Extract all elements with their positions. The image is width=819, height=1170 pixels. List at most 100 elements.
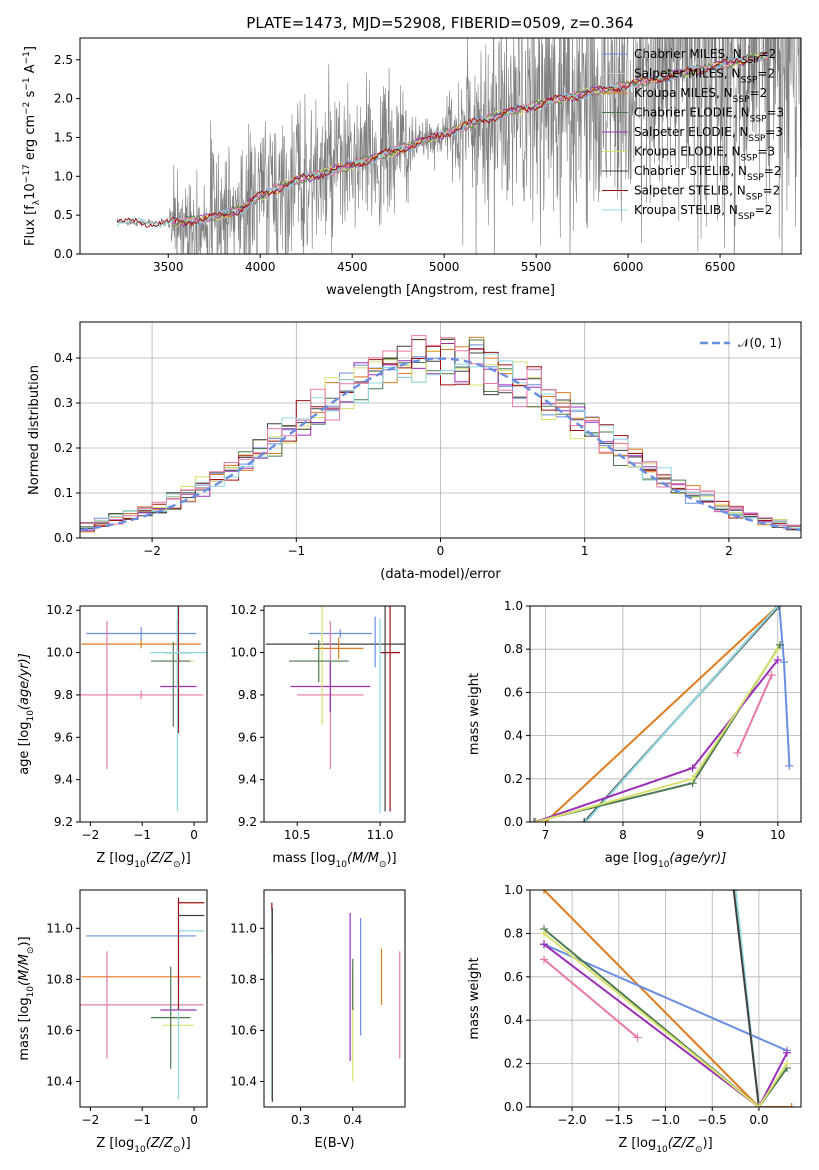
weight-point-marker [773, 656, 782, 664]
weight-point-marker [540, 955, 549, 964]
x-tick-label: 10.5 [284, 828, 311, 842]
weight-series-line [584, 606, 779, 822]
x-tick-label: 0 [190, 1113, 198, 1127]
weight-series-line [736, 674, 773, 754]
weight-lines-group [530, 606, 794, 822]
x-tick-label: 0.4 [343, 1113, 362, 1127]
y-tick-label: 0.0 [504, 815, 523, 829]
legend-entry-label: Salpeter STELIB, NSSP=2 [634, 184, 780, 203]
x-tick-label: 0.0 [749, 1113, 768, 1127]
weight-series-line [732, 890, 760, 1107]
errorbar-group [265, 606, 405, 814]
y-tick-label: 10.0 [230, 646, 257, 660]
weight-point-marker [733, 748, 742, 757]
y-tick-label: 0.4 [54, 351, 73, 365]
y-tick-label: 9.2 [238, 815, 257, 829]
x-tick-label: 0.3 [291, 1113, 310, 1127]
weight-series-line [544, 606, 779, 822]
axes-frame [529, 605, 802, 823]
weight-series-line [543, 890, 760, 1107]
legend-entry-label: Chabrier MILES, NSSP=2 [634, 47, 776, 66]
weight-point-marker [540, 940, 549, 949]
y-tick-label: 0.1 [54, 486, 73, 500]
errorbar-group [80, 606, 207, 812]
legend-entry-label: Chabrier STELIB, NSSP=2 [634, 164, 782, 183]
x-tick-label: 0 [437, 544, 445, 558]
y-tick-label: 0.3 [54, 396, 73, 410]
x-tick-label: 1 [581, 544, 589, 558]
axes-frame [79, 321, 802, 539]
mass-vs-ebv-panel: 0.3 0.4 10.4 10.6 10.8 11.0 E(B-V) [230, 889, 406, 1151]
y-tick-label: 10.8 [230, 972, 257, 986]
y-tick-label: 0.2 [504, 772, 523, 786]
weight-point-marker [530, 818, 538, 822]
x-tick-label: 7 [542, 828, 550, 842]
x-tick-label: −2 [82, 1113, 100, 1127]
model-spectrum-line [116, 51, 768, 228]
spectrum-panel: 3500 4000 4500 5000 5500 6000 6500 0.0 0.5 1.0 1.5… [22, 37, 802, 298]
x-tick-label: 3500 [153, 260, 184, 274]
y-axis-label: mass [log10(M/M⊙)] [17, 936, 36, 1060]
weight-point-marker [782, 1048, 791, 1057]
axes-frame [79, 605, 208, 823]
legend-entry-label: Kroupa STELIB, NSSP=2 [634, 203, 772, 222]
model-spectrum-line [116, 53, 768, 229]
weight-point-marker [776, 640, 785, 649]
weight-point-marker [787, 1103, 796, 1107]
y-tick-label: 0.4 [504, 729, 523, 743]
axes-frame [529, 889, 802, 1108]
normal-distribution-curve [80, 357, 801, 532]
x-axis-label: (data-model)/error [380, 567, 501, 582]
y-tick-label: 10.2 [230, 603, 257, 617]
y-tick-label: 10.0 [46, 646, 73, 660]
y-axis-label: age [log10(age/yr)] [17, 653, 36, 775]
y-tick-label: 1.0 [504, 883, 523, 897]
x-tick-label: 11.0 [367, 828, 394, 842]
weight-series-line [543, 932, 788, 1107]
y-tick-label: 0.8 [504, 642, 523, 656]
y-tick-label: 9.4 [238, 773, 257, 787]
y-tick-label: 0.5 [54, 208, 73, 222]
y-tick-label: 9.8 [238, 688, 257, 702]
y-tick-label: 2.0 [54, 92, 73, 106]
axes-frame [263, 889, 406, 1108]
x-tick-label: −1.0 [651, 1113, 680, 1127]
y-tick-label: 0.0 [504, 1100, 523, 1114]
y-axis-label: Flux [fλ10−17 erg cm−2 s−1 A−1] [22, 46, 42, 246]
x-tick-label: 8 [619, 828, 627, 842]
x-axis-label: Z [log10(Z/Z⊙)] [96, 851, 190, 870]
legend-entry-label: 𝒩(0, 1) [738, 336, 782, 350]
x-tick-label: 4000 [245, 260, 276, 274]
weight-point-marker [773, 606, 782, 610]
age-vs-Z-panel: −2 −1 0 9.2 9.4 9.6 9.8 10.0 10.2 Z [log10(Z/Z⊙)]… [17, 603, 208, 870]
x-tick-label: −2 [143, 544, 161, 558]
y-tick-label: 9.4 [54, 773, 73, 787]
y-tick-label: 0.2 [504, 1057, 523, 1071]
y-tick-label: 10.8 [46, 972, 73, 986]
weight-point-marker [729, 890, 738, 894]
y-tick-label: 1.5 [54, 130, 73, 144]
y-tick-label: 9.8 [54, 688, 73, 702]
x-tick-label: −2.0 [557, 1113, 586, 1127]
weight-point-marker [773, 645, 782, 654]
weight-point-marker [767, 671, 776, 680]
weight-point-marker [688, 774, 697, 783]
weight-series-line [533, 644, 781, 822]
y-tick-label: 10.6 [46, 1023, 73, 1037]
weight-series-line [778, 606, 791, 766]
weight-point-marker [731, 890, 740, 894]
weight-point-marker [754, 1103, 763, 1107]
weight-lines-group [540, 890, 796, 1107]
x-axis-label: Z [log10(Z/Z⊙)] [96, 1136, 190, 1155]
weight-point-marker [785, 761, 794, 770]
weight-point-marker [531, 818, 540, 822]
weight-vs-age-panel: 7 8 9 10 0.0 0.2 0.4 0.6 0.8 1.0 age [log10(age/yr… [467, 599, 802, 870]
axes-frame [79, 889, 208, 1108]
weight-point-marker [581, 818, 590, 822]
weight-point-marker [782, 1059, 791, 1068]
y-tick-label: 0.0 [54, 247, 73, 261]
y-tick-label: 2.5 [54, 53, 73, 67]
figure-title: PLATE=1473, MJD=52908, FIBERID=0509, z=0… [246, 14, 633, 32]
spectrum-data-group [116, 38, 801, 254]
